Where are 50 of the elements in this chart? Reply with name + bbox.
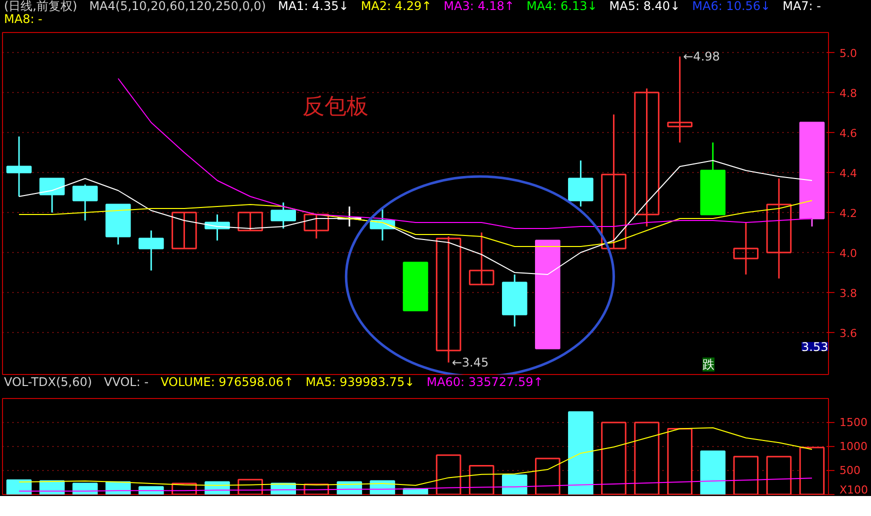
annotation: ←4.98 xyxy=(683,50,720,64)
candlestick xyxy=(634,88,660,228)
candlestick xyxy=(304,214,330,240)
candlestick xyxy=(601,114,626,250)
candlestick xyxy=(39,178,65,214)
text: MA5: 939983.75↓ xyxy=(306,375,415,389)
y-tick-label: 500 xyxy=(840,464,860,477)
text: MA4: 6.13↓ xyxy=(526,0,598,13)
candlestick xyxy=(766,178,792,280)
y-tick-label: 3.6 xyxy=(840,327,857,340)
y-tick-label: 3.8 xyxy=(840,287,857,300)
text: MA4(5,10,20,60,120,250,0,0) xyxy=(89,0,266,13)
candlestick xyxy=(138,230,164,272)
text: MA7: - xyxy=(782,0,821,13)
line-series xyxy=(18,200,812,247)
text: VOLUME: 976598.06↑ xyxy=(160,375,294,389)
annotation: 反包板 xyxy=(302,94,368,120)
chart-title: (日线,前复权) xyxy=(4,0,78,13)
text: MA60: 335727.59↑ xyxy=(426,375,544,389)
candlestick xyxy=(238,212,263,232)
text: MA1: 4.35↓ xyxy=(278,0,349,13)
y-tick-label: 1000 xyxy=(840,440,868,453)
text: MA6: 10.56↓ xyxy=(692,0,771,13)
annotation: ←3.45 xyxy=(452,356,489,370)
text: VVOL: - xyxy=(104,375,149,389)
candlestick xyxy=(468,232,494,286)
candlestick xyxy=(6,136,32,198)
annotation: 3.53 xyxy=(802,340,828,354)
text: MA8: - xyxy=(4,12,42,26)
y-tick-label: 4.4 xyxy=(840,167,857,180)
candlestick xyxy=(568,160,594,208)
text: VOL-TDX(5,60) xyxy=(4,375,92,389)
candlestick xyxy=(336,206,362,228)
y-tick-label: 4.0 xyxy=(840,247,857,260)
candlestick xyxy=(733,222,759,276)
y-tick-label: 1500 xyxy=(840,416,868,429)
candlestick xyxy=(172,212,197,250)
annotation: 跌 xyxy=(702,358,714,372)
text: MA2: 4.29↑ xyxy=(360,0,432,13)
y-tick-label: 4.2 xyxy=(840,207,857,220)
y-tick-label: X100 xyxy=(840,484,868,496)
y-tick-label: 4.6 xyxy=(840,127,857,140)
text: MA5: 8.40↓ xyxy=(609,0,680,13)
line-series xyxy=(118,78,812,229)
y-tick-label: 4.8 xyxy=(840,87,857,100)
line-series xyxy=(18,160,812,275)
candlestick xyxy=(270,202,296,230)
candlestick xyxy=(72,184,98,222)
text: MA3: 4.18↑ xyxy=(444,0,514,13)
y-tick-label: 5.0 xyxy=(840,47,857,60)
